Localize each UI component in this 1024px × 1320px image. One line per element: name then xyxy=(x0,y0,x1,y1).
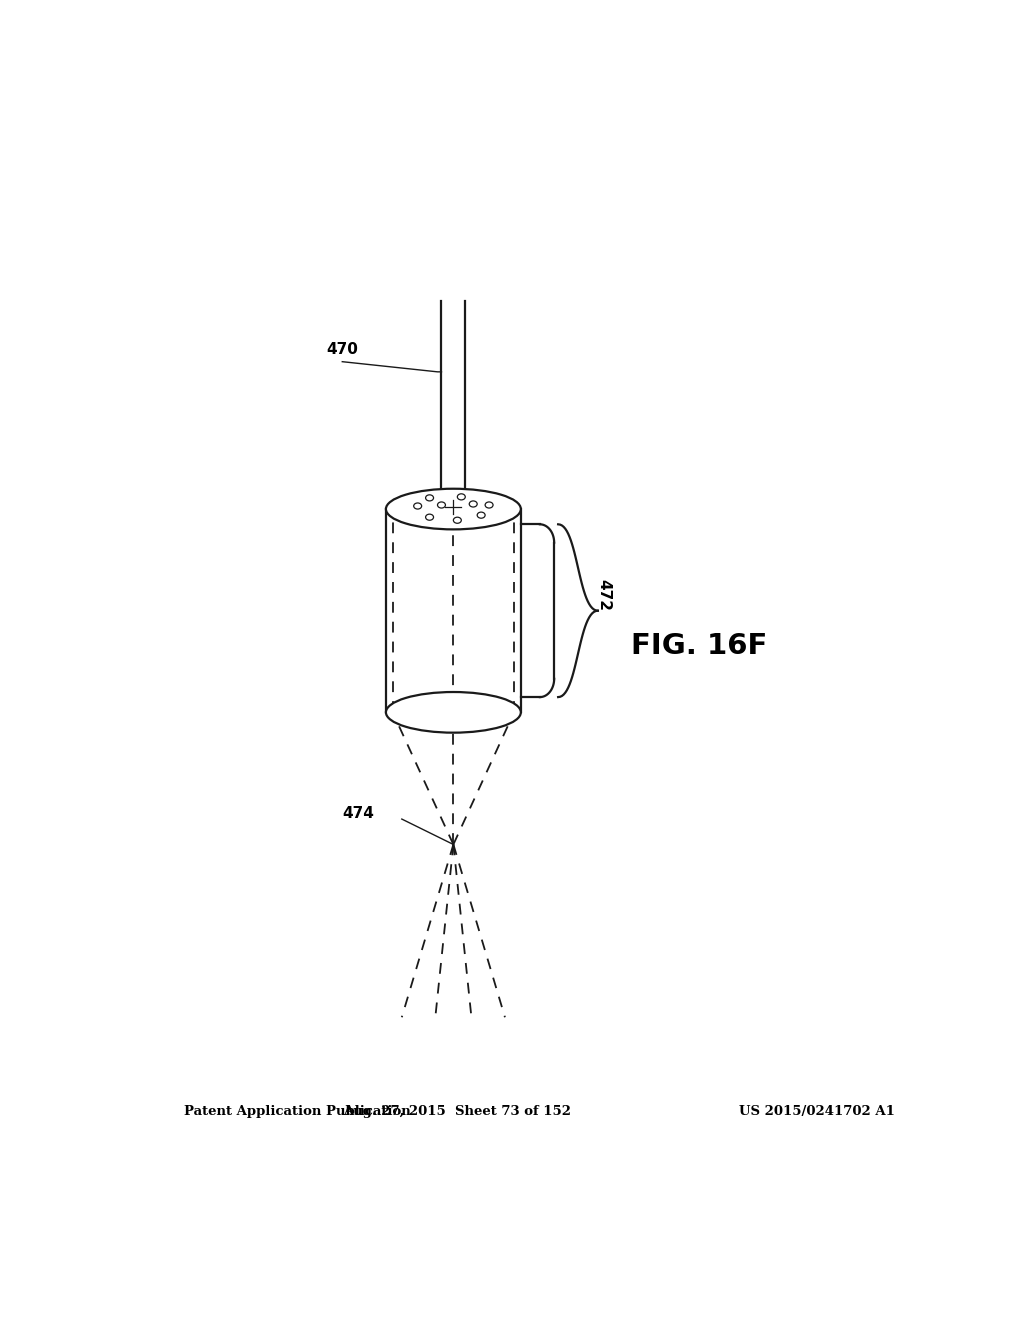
Text: 470: 470 xyxy=(327,342,358,356)
Ellipse shape xyxy=(386,692,521,733)
Text: US 2015/0241702 A1: US 2015/0241702 A1 xyxy=(739,1105,895,1118)
Text: Patent Application Publication: Patent Application Publication xyxy=(183,1105,411,1118)
Text: 474: 474 xyxy=(342,807,374,821)
Text: Aug. 27, 2015  Sheet 73 of 152: Aug. 27, 2015 Sheet 73 of 152 xyxy=(343,1105,571,1118)
Ellipse shape xyxy=(386,488,521,529)
Text: FIG. 16F: FIG. 16F xyxy=(631,632,768,660)
Text: 472: 472 xyxy=(597,579,611,611)
